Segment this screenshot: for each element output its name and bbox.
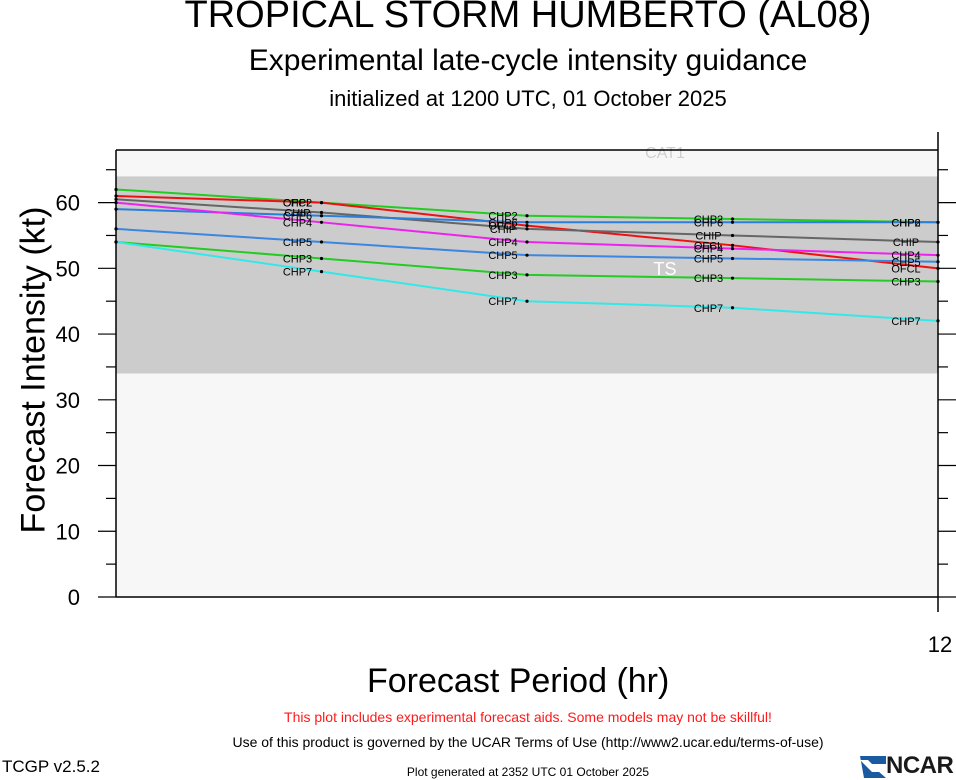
series-point-chp4	[319, 220, 324, 224]
initialization-time: initialized at 1200 UTC, 01 October 2025	[329, 86, 727, 111]
series-label-chp3: CHP3	[694, 273, 723, 285]
axes: 0 10 20 30 40 50 60 12	[56, 132, 956, 657]
series-label-chp3: CHP3	[283, 253, 312, 265]
series-point-chp3	[730, 276, 735, 280]
series-label-chp6: CHP6	[283, 211, 312, 223]
x-axis-label: Forecast Period (hr)	[367, 662, 670, 700]
series-label-chp4: CHP4	[694, 244, 723, 256]
series-point-chp5	[319, 240, 324, 244]
chart-subtitle: Experimental late-cycle intensity guidan…	[248, 44, 808, 77]
series-label-chip: CHIP	[893, 237, 919, 249]
series-label-chp2: CHP2	[694, 214, 723, 226]
x-tick-label: 12	[928, 632, 952, 657]
series-label-chp6: CHP6	[891, 217, 920, 229]
series-label-chp4: CHP4	[283, 217, 312, 229]
series-label-ofcl: OFCL	[694, 240, 723, 252]
series-label-chip: CHIP	[284, 207, 310, 219]
series-label-ofcl: OFCL	[488, 221, 517, 233]
series-lines	[114, 187, 940, 323]
series-label-chp2: CHP2	[488, 211, 517, 223]
series-label-chp4: CHP4	[891, 250, 920, 262]
y-tick-label: 40	[56, 322, 80, 347]
series-point-chip	[525, 227, 529, 231]
y-tick-label: 10	[56, 519, 80, 544]
series-point-chp2	[525, 214, 529, 218]
band-label-cat1: CAT1	[645, 145, 685, 162]
series-label-chp6: CHP6	[488, 217, 517, 229]
ncar-logo: NCAR	[858, 752, 956, 780]
series-point-chp4	[730, 247, 735, 251]
series-point-chip	[319, 210, 324, 215]
series-point-chp3	[319, 256, 324, 261]
series-label-chp5: CHP5	[283, 237, 312, 249]
series-label-ofcl: OFCL	[891, 263, 920, 275]
series-point-chp7	[319, 270, 324, 274]
y-tick-label: 20	[56, 454, 80, 479]
series-point-chp4	[525, 240, 529, 244]
series-point-chp7	[730, 306, 735, 310]
series-label-chp3: CHP3	[891, 276, 920, 288]
y-tick-label: 0	[68, 585, 80, 610]
series-point-chp6	[730, 220, 735, 224]
series-label-chp5: CHP5	[488, 250, 517, 262]
series-label-chp2: CHP2	[283, 198, 312, 210]
experimental-warning: This plot includes experimental forecast…	[284, 709, 772, 725]
y-tick-label: 60	[56, 191, 80, 216]
series-label-chip: CHIP	[490, 224, 516, 236]
series-point-ofcl	[319, 200, 324, 205]
y-axis-label: Forecast Intensity (kt)	[14, 206, 53, 534]
series-label-chp7: CHP7	[891, 316, 920, 328]
series-point-ofcl	[525, 223, 529, 228]
ncar-logo-text: NCAR	[886, 752, 954, 779]
series-point-chp5	[525, 253, 529, 257]
series-point-chp6	[525, 220, 529, 224]
chart-title: TROPICAL STORM HUMBERTO (AL08)	[184, 0, 872, 36]
ncar-logo-icon	[860, 756, 886, 778]
series-label-chp2: CHP2	[891, 217, 920, 229]
y-tick-label: 50	[56, 256, 80, 281]
series-point-chp3	[525, 273, 529, 277]
series-point-chp2	[730, 217, 735, 221]
series-point-chp7	[525, 299, 529, 303]
series-label-chp7: CHP7	[488, 296, 517, 308]
series-point-chip	[730, 233, 735, 238]
series-label-chp3: CHP3	[488, 270, 517, 282]
series-point-ofcl	[730, 243, 735, 247]
series-point-chp5	[730, 256, 735, 261]
band-label-ts: TS	[653, 259, 676, 279]
series-label-ofcl: OFCL	[283, 198, 312, 210]
series-point-chp6	[319, 214, 324, 218]
series-label-chp6: CHP6	[694, 217, 723, 229]
series-label-chp7: CHP7	[283, 267, 312, 279]
y-tick-label: 30	[56, 388, 80, 413]
generated-time: Plot generated at 2352 UTC 01 October 20…	[406, 765, 650, 779]
series-label-chp4: CHP4	[488, 237, 517, 249]
version-label: TCGP v2.5.2	[2, 757, 100, 776]
series-label-chp5: CHP5	[694, 253, 723, 265]
band-cat1	[116, 150, 938, 177]
series-label-chp5: CHP5	[891, 257, 920, 269]
series-label-chp7: CHP7	[694, 303, 723, 315]
series-label-chip: CHIP	[695, 230, 721, 242]
terms-of-use: Use of this product is governed by the U…	[232, 734, 824, 750]
